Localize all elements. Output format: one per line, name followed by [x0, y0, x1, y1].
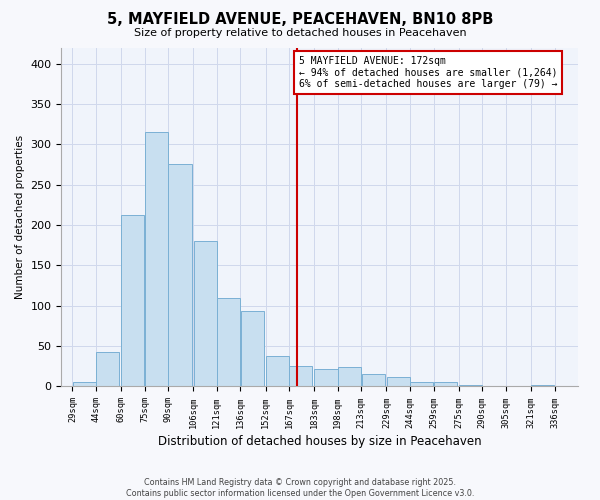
Bar: [169, 164, 191, 386]
Text: 5, MAYFIELD AVENUE, PEACEHAVEN, BN10 8PB: 5, MAYFIELD AVENUE, PEACEHAVEN, BN10 8PB: [107, 12, 493, 28]
Bar: [531, 384, 554, 386]
Bar: [387, 376, 410, 386]
Bar: [266, 356, 289, 386]
Bar: [434, 382, 457, 386]
Bar: [410, 382, 433, 386]
Bar: [362, 374, 385, 386]
Bar: [338, 367, 361, 386]
X-axis label: Distribution of detached houses by size in Peacehaven: Distribution of detached houses by size …: [158, 434, 482, 448]
Y-axis label: Number of detached properties: Number of detached properties: [15, 135, 25, 299]
Bar: [96, 352, 119, 386]
Bar: [459, 384, 482, 386]
Bar: [121, 216, 145, 386]
Bar: [217, 298, 240, 386]
Text: Size of property relative to detached houses in Peacehaven: Size of property relative to detached ho…: [134, 28, 466, 38]
Bar: [145, 132, 168, 386]
Bar: [194, 241, 217, 386]
Bar: [73, 382, 96, 386]
Text: 5 MAYFIELD AVENUE: 172sqm
← 94% of detached houses are smaller (1,264)
6% of sem: 5 MAYFIELD AVENUE: 172sqm ← 94% of detac…: [299, 56, 557, 89]
Bar: [314, 368, 338, 386]
Bar: [289, 366, 313, 386]
Text: Contains HM Land Registry data © Crown copyright and database right 2025.
Contai: Contains HM Land Registry data © Crown c…: [126, 478, 474, 498]
Bar: [241, 312, 264, 386]
